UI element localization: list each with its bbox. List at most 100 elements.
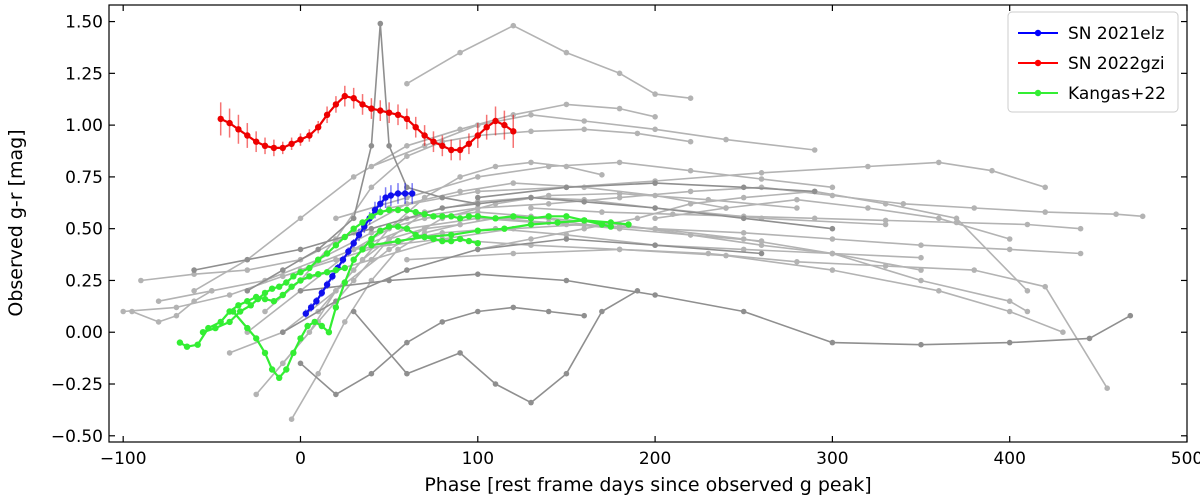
data-point [345,248,352,255]
data-point [394,111,402,119]
data-point [120,308,126,315]
data-point [705,196,712,203]
data-point [173,304,180,311]
data-point [740,246,747,253]
data-point [276,374,283,381]
data-point [253,391,259,398]
data-point [304,322,311,330]
data-point [377,107,384,114]
data-point [616,159,623,166]
data-point [616,246,623,253]
data-point [332,242,340,249]
data-point [350,174,357,180]
data-point [368,256,375,263]
data-point [333,256,339,263]
data-point [368,370,375,377]
data-point [545,308,552,315]
data-point [332,304,340,311]
data-point [226,119,233,127]
data-point [439,142,446,149]
data-point [155,319,162,325]
data-point [563,236,570,242]
data-point [306,264,313,272]
data-point [563,277,570,284]
data-point [652,91,658,97]
y-tick-label: 0.50 [65,220,103,240]
legend-box [1007,11,1179,113]
data-point [829,236,836,242]
data-point [545,192,552,199]
data-point [217,318,224,326]
data-point [740,236,747,242]
data-point [377,208,384,216]
highlight-series-3 [199,206,614,336]
data-point [387,192,395,199]
data-point [740,184,747,191]
y-tick-label: 0.25 [65,271,103,291]
data-point [581,312,587,319]
data-point [280,267,286,273]
data-point [279,291,286,299]
data-point [368,242,375,249]
data-point [740,215,747,222]
data-point [261,295,269,303]
data-point [1139,213,1146,220]
data-point [758,242,765,248]
data-point [1042,209,1048,215]
data-point [811,215,818,222]
data-point [191,288,197,294]
data-point [394,223,402,230]
data-point [652,126,658,133]
highlight-series-4 [229,223,481,381]
data-point [288,416,295,423]
data-point [794,196,800,203]
data-point [457,188,463,195]
data-point [971,205,977,211]
data-point [350,95,357,102]
data-point [404,80,410,87]
data-point [332,101,340,108]
data-point [510,128,517,135]
data-point [268,285,276,292]
data-point [394,237,402,245]
data-point [492,381,499,387]
data-point [297,288,304,294]
comparison-series-30 [280,236,765,336]
data-point [290,273,297,280]
data-point [297,215,304,222]
data-point [1024,308,1031,315]
data-point [475,188,481,195]
highlight-series-5 [368,217,632,249]
data-point [492,163,499,170]
y-tick-label: −0.25 [51,375,103,395]
comparison-series-line [406,248,1064,333]
comparison-series-line [229,192,797,354]
data-point [1042,184,1048,191]
data-point [421,132,428,139]
data-point [723,205,729,211]
data-point [368,184,375,191]
data-point [261,142,269,149]
data-point [217,115,224,123]
highlight-series-line [202,208,612,334]
data-point [350,277,357,284]
data-point [209,288,215,294]
data-point [297,246,304,253]
data-point [740,308,747,315]
data-point [1006,308,1013,315]
data-point [510,250,517,257]
data-point [510,213,517,220]
data-point [581,118,587,124]
comparison-series-line [290,217,762,420]
y-tick-label: −0.50 [51,427,103,447]
data-point [439,205,446,211]
data-point [385,206,393,214]
data-point [652,180,658,186]
data-point [288,283,295,290]
data-point [191,271,197,278]
data-point [368,213,375,220]
data-point [563,184,570,191]
x-tick-label: 200 [639,449,671,469]
data-point [439,319,446,325]
